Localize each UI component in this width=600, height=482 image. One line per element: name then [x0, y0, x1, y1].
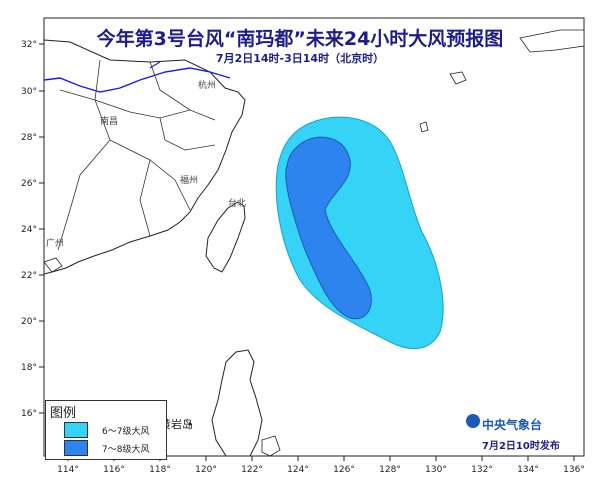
y-tick-label: 30° [21, 87, 37, 97]
luzon-island [211, 349, 263, 457]
wind-zone-7-8 [285, 136, 372, 320]
place-huangyan: 黄岩岛 [160, 417, 193, 431]
province-border [139, 159, 151, 237]
province-border [57, 139, 111, 251]
x-tick-label: 134° [517, 465, 539, 475]
philippine-islands [261, 435, 281, 457]
province-border [159, 117, 216, 151]
taiwan-island [205, 201, 246, 273]
place-guangzhou: 广州 [46, 237, 64, 249]
province-border [149, 61, 191, 111]
y-tick-label: 24° [21, 225, 37, 235]
place-fuzhou: 福州 [180, 174, 198, 186]
place-hangzhou: 杭州 [198, 79, 216, 91]
issuer: 中央气象台 [482, 418, 543, 432]
legend-label: 7～8级大风 [102, 444, 150, 455]
legend-item: 7～8级大风 [64, 440, 150, 456]
y-tick-label: 26° [21, 179, 37, 189]
japan-islands [519, 29, 585, 53]
x-tick-label: 118° [149, 465, 171, 475]
map-subtitle: 7月2日14时-3日14时（北京时） [215, 52, 385, 65]
ryukyu-islands [419, 121, 429, 133]
issue-time: 7月2日10时发布 [482, 441, 560, 452]
coastal-islands [43, 257, 63, 273]
x-tick-label: 116° [103, 465, 125, 475]
legend-swatch-7-8 [64, 440, 88, 456]
x-tick-label: 126° [333, 465, 355, 475]
place-nanchang: 南昌 [100, 115, 118, 127]
japan-islands [449, 71, 467, 85]
y-tick-label: 28° [21, 133, 37, 143]
legend-label: 6～7级大风 [102, 426, 150, 437]
place-taibei: 台北 [228, 197, 246, 209]
yangtze-river [43, 67, 231, 93]
legend: 图例 6～7级大风 7～8级大风 [45, 400, 167, 460]
x-tick-label: 120° [195, 465, 217, 475]
map-title: 今年第3号台风“南玛都”未来24小时大风预报图 [96, 28, 504, 50]
x-tick-label: 124° [287, 465, 309, 475]
legend-swatch-6-7 [64, 422, 88, 438]
province-border [94, 59, 191, 211]
y-axis [39, 43, 44, 414]
x-tick-label: 132° [471, 465, 493, 475]
x-tick-label: 122° [241, 465, 263, 475]
y-tick-label: 18° [21, 363, 37, 373]
x-tick-label: 114° [57, 465, 79, 475]
huangyan-marker [188, 422, 192, 426]
cma-logo-icon [466, 414, 480, 428]
x-tick-label: 130° [425, 465, 447, 475]
legend-title: 图例 [50, 406, 77, 421]
y-tick-label: 22° [21, 271, 37, 281]
x-tick-label: 136° [563, 465, 585, 475]
province-border [59, 89, 216, 121]
legend-item: 6～7级大风 [64, 422, 150, 438]
y-tick-label: 32° [21, 40, 37, 50]
y-tick-label: 16° [21, 409, 37, 419]
y-tick-label: 20° [21, 317, 37, 327]
river [149, 61, 161, 69]
x-tick-label: 128° [379, 465, 401, 475]
